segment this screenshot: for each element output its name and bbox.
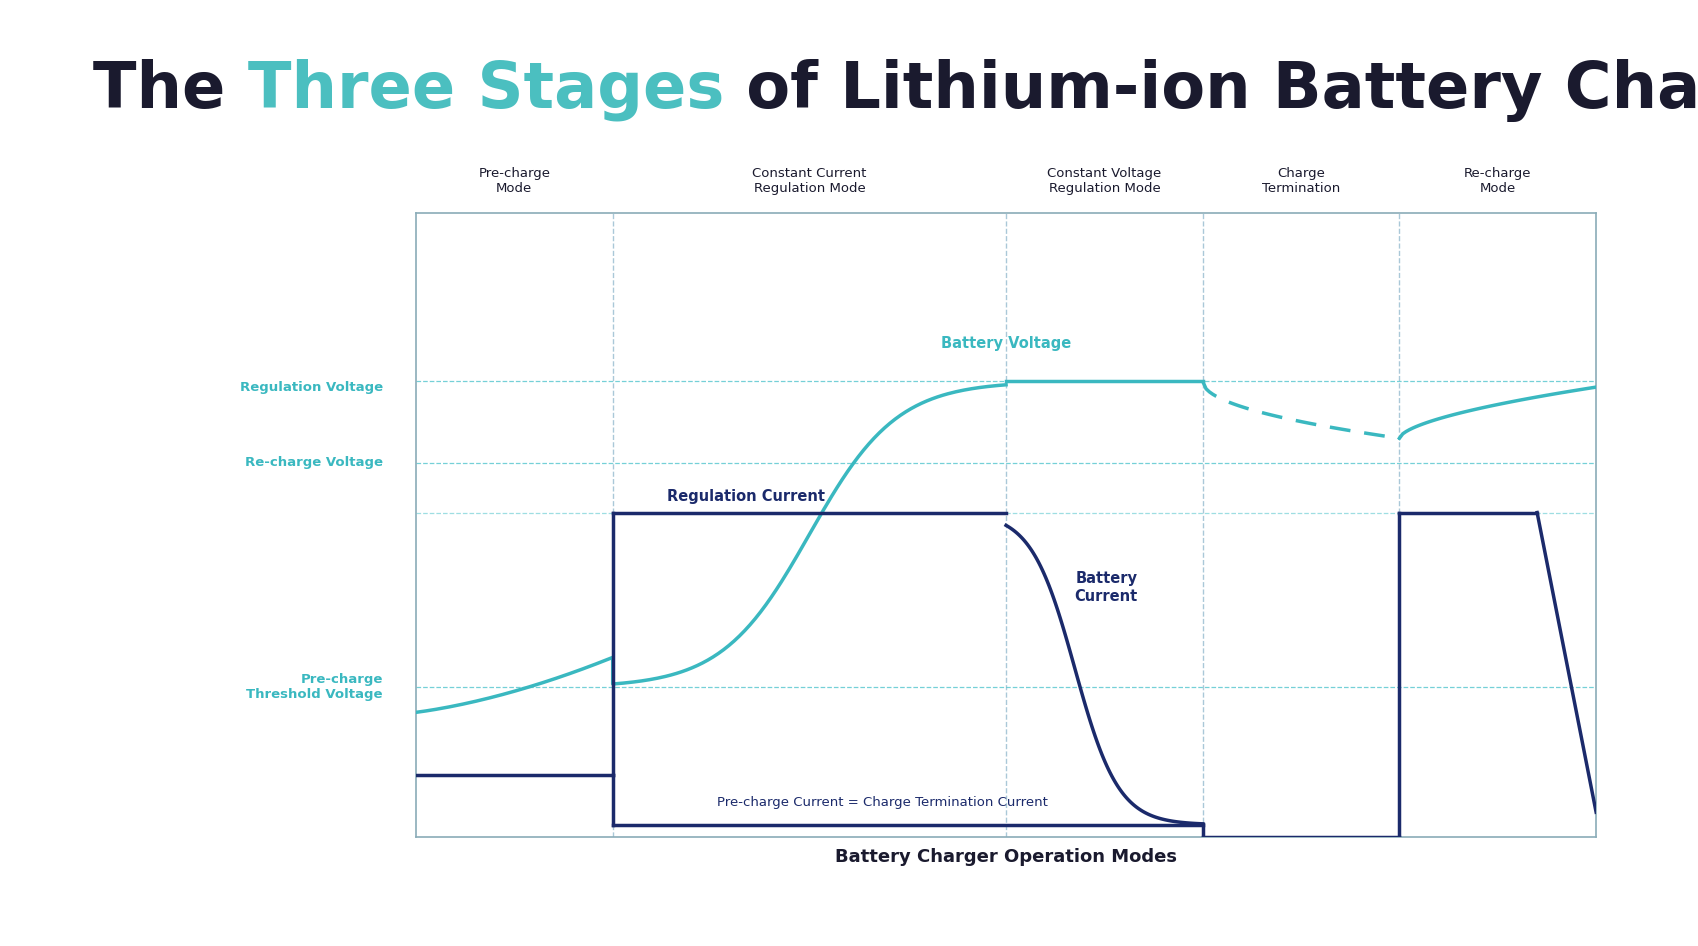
Text: Pre-charge
Threshold Voltage: Pre-charge Threshold Voltage	[246, 674, 382, 701]
Text: Re-charge
Mode: Re-charge Mode	[1464, 166, 1532, 195]
Text: Re-charge Voltage: Re-charge Voltage	[245, 456, 382, 469]
Text: of Lithium-ion Battery Charging: of Lithium-ion Battery Charging	[725, 59, 1698, 122]
Text: Charge
Termination: Charge Termination	[1262, 166, 1340, 195]
Text: Pre-charge
Mode: Pre-charge Mode	[479, 166, 550, 195]
Text: Constant Current
Regulation Mode: Constant Current Regulation Mode	[752, 166, 866, 195]
Text: Battery Voltage: Battery Voltage	[941, 337, 1071, 352]
Text: Three Stages: Three Stages	[248, 59, 725, 121]
Text: Regulation Current: Regulation Current	[667, 489, 825, 504]
Text: Pre-charge Current = Charge Termination Current: Pre-charge Current = Charge Termination …	[717, 797, 1048, 810]
Text: Constant Voltage
Regulation Mode: Constant Voltage Regulation Mode	[1048, 166, 1161, 195]
X-axis label: Battery Charger Operation Modes: Battery Charger Operation Modes	[835, 849, 1177, 867]
Text: Regulation Voltage: Regulation Voltage	[239, 381, 382, 394]
Text: The: The	[93, 60, 248, 121]
Text: Battery
Current: Battery Current	[1075, 571, 1138, 604]
